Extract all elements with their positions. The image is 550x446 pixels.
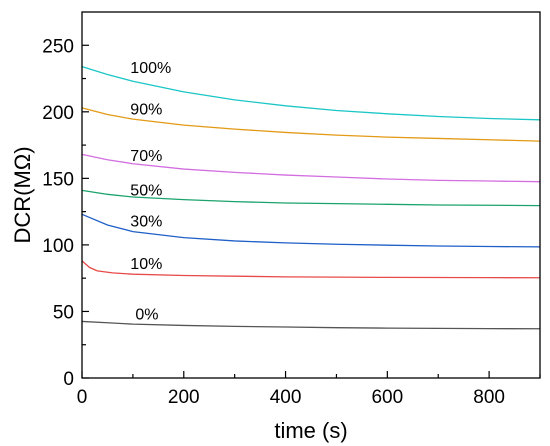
series-label: 0% [135, 306, 158, 323]
series-label: 10% [130, 256, 162, 273]
series-line-90pct [81, 107, 541, 142]
series-line-50pct [81, 189, 541, 207]
x-tick-label: 200 [168, 387, 200, 408]
series-line-10pct [81, 260, 541, 279]
y-axis-title: DCR(MΩ) [10, 146, 35, 243]
x-tick-label: 800 [473, 387, 505, 408]
x-tick-label: 0 [77, 387, 88, 408]
y-tick-label: 200 [42, 103, 74, 124]
series-line-0pct [81, 320, 541, 330]
series-label: 70% [130, 148, 162, 165]
series-line-30pct [81, 213, 541, 248]
y-tick-label: 100 [42, 236, 74, 257]
x-axis-title: time (s) [274, 418, 347, 443]
y-tick-label: 50 [53, 302, 74, 323]
annotation-layer: 100% 90% 70% 50% 30% 10% 0% [130, 60, 171, 323]
axes-layer: 0 200 400 600 800 0 50 100 150 200 250 [42, 11, 541, 408]
x-tick-label: 400 [270, 387, 302, 408]
series-label: 50% [130, 183, 162, 200]
series-line-70pct [81, 153, 541, 183]
x-tick-label: 600 [371, 387, 403, 408]
plot-frame [81, 11, 541, 379]
series-label: 30% [130, 213, 162, 230]
series-label: 100% [130, 60, 171, 77]
y-tick-label: 250 [42, 36, 74, 57]
series-label: 90% [130, 102, 162, 119]
y-tick-label: 150 [42, 169, 74, 190]
series-layer [81, 65, 541, 330]
series-line-100pct [81, 65, 541, 121]
y-tick-label: 0 [63, 369, 74, 390]
